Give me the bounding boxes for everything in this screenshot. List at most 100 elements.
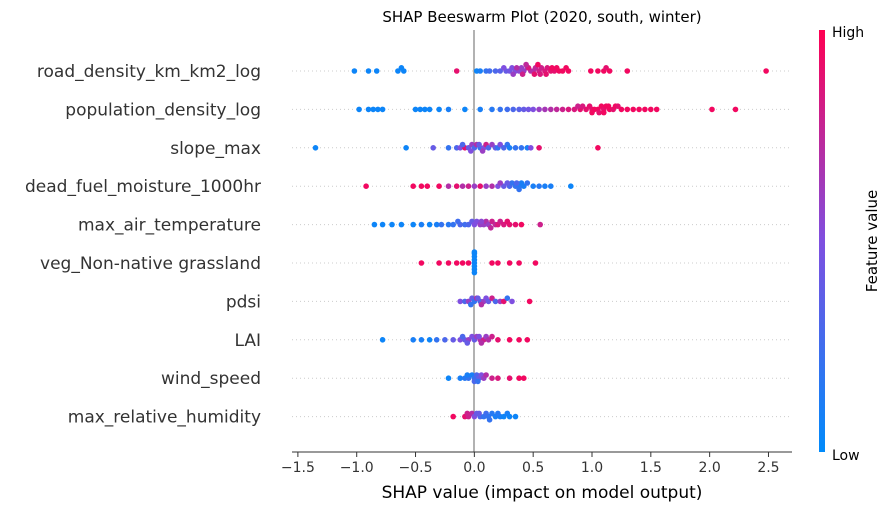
data-point: [410, 221, 417, 228]
data-point: [532, 260, 539, 266]
data-point: [453, 183, 460, 189]
x-tick-label: −0.5: [399, 460, 433, 476]
data-point: [477, 106, 484, 113]
data-point: [510, 106, 516, 113]
data-point: [516, 260, 522, 266]
data-point: [568, 183, 574, 189]
data-point: [363, 183, 369, 189]
x-axis-ticks: −1.5 −1.0 −0.5 0.0 0.5 1.0 1.5 2.0 2.5: [281, 452, 780, 476]
data-point: [588, 68, 594, 74]
data-point: [536, 183, 542, 189]
data-point: [403, 145, 409, 151]
colorbar-low-label: Low: [832, 448, 860, 464]
data-point: [410, 337, 417, 343]
data-point: [489, 375, 495, 382]
feature-label: dead_fuel_moisture_1000hr: [25, 177, 261, 197]
data-point: [462, 106, 468, 113]
data-point: [379, 106, 386, 113]
data-point: [512, 221, 519, 228]
data-point: [418, 337, 425, 343]
data-point: [579, 103, 586, 109]
data-point: [506, 375, 513, 382]
data-point: [445, 183, 452, 189]
data-point: [422, 106, 428, 113]
data-point: [565, 68, 572, 74]
data-point: [401, 68, 407, 74]
data-point: [457, 375, 464, 382]
data-point: [512, 413, 519, 420]
data-point: [426, 337, 433, 343]
data-point: [535, 61, 541, 68]
data-point: [442, 337, 448, 343]
x-tick-label: 1.0: [581, 460, 603, 476]
data-point: [495, 410, 501, 417]
data-point: [492, 68, 499, 74]
data-point: [524, 180, 531, 186]
data-point: [476, 141, 482, 148]
data-point: [436, 183, 442, 189]
data-point: [648, 106, 654, 113]
data-point: [365, 106, 372, 113]
data-point: [445, 260, 452, 266]
data-point: [495, 375, 501, 382]
data-point: [506, 413, 513, 420]
data-point: [445, 106, 452, 113]
data-point: [709, 106, 715, 113]
data-point: [518, 145, 525, 151]
data-point: [497, 106, 504, 113]
data-point: [506, 260, 513, 266]
x-tick-label: 2.0: [699, 460, 721, 476]
data-point: [459, 183, 466, 189]
data-point: [438, 221, 445, 228]
data-point: [489, 183, 495, 189]
data-point: [445, 221, 452, 228]
data-point: [506, 145, 513, 151]
data-point: [418, 260, 425, 266]
feature-label: LAI: [234, 331, 261, 351]
x-tick-label: −1.0: [340, 460, 374, 476]
data-point: [468, 301, 474, 308]
data-point: [624, 106, 631, 113]
data-point: [436, 260, 442, 266]
data-point: [468, 148, 474, 154]
data-point: [351, 68, 358, 74]
data-point: [373, 68, 380, 74]
data-point: [476, 333, 482, 340]
data-point: [595, 145, 601, 151]
data-point: [605, 103, 612, 109]
data-point: [596, 109, 602, 116]
data-point: [478, 301, 485, 308]
data-point: [489, 260, 495, 266]
colorbar: [819, 30, 825, 452]
data-point: [636, 106, 642, 113]
data-point: [601, 109, 607, 116]
data-point: [548, 106, 554, 113]
feature-label: pdsi: [226, 292, 261, 312]
data-point: [465, 260, 472, 266]
data-point: [495, 260, 501, 266]
feature-label: max_air_temperature: [78, 216, 261, 236]
data-point: [537, 221, 543, 228]
data-point: [548, 183, 554, 189]
data-point: [497, 141, 504, 148]
data-point: [513, 180, 520, 186]
data-point: [575, 103, 581, 109]
data-point: [464, 372, 471, 378]
data-point: [464, 410, 471, 417]
data-point: [516, 186, 522, 193]
data-point: [595, 68, 601, 74]
data-point: [536, 145, 542, 151]
data-point: [459, 141, 466, 148]
data-point: [471, 249, 478, 255]
feature-label: road_density_km_km2_log: [37, 62, 261, 82]
data-point: [471, 183, 478, 189]
x-tick-label: −1.5: [281, 460, 315, 476]
data-point: [389, 221, 395, 228]
data-point: [450, 221, 457, 228]
data-point: [475, 295, 481, 302]
data-point: [497, 68, 504, 74]
data-point: [418, 183, 425, 189]
data-point: [424, 183, 431, 189]
data-point: [624, 68, 631, 74]
